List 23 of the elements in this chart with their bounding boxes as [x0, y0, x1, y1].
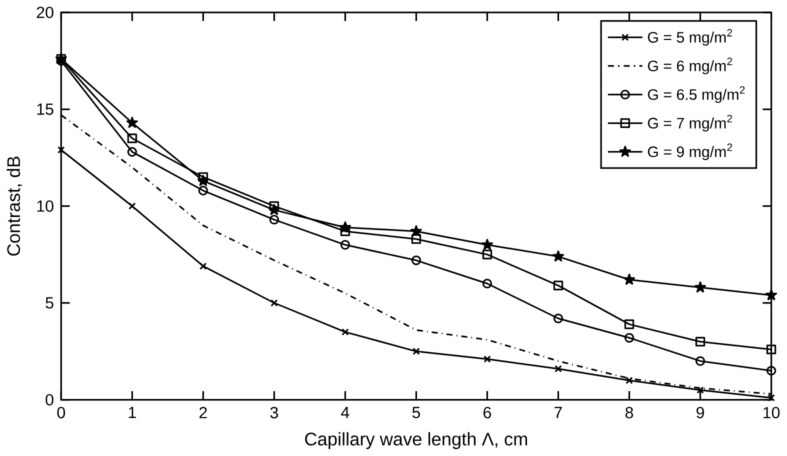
y-axis-title: Contrast, dB: [6, 156, 22, 256]
x-tick-label: 5: [412, 406, 420, 418]
x-tick-label: 8: [625, 406, 634, 418]
y-tick-label: 5: [46, 297, 54, 309]
legend-label: G = 9 mg/m$^{2}$: [648, 144, 732, 160]
x-tick-label: 9: [696, 406, 704, 418]
legend-label: G = 6.5 mg/m$^{2}$: [648, 86, 745, 103]
x-tick-label: 0: [57, 406, 66, 418]
legend-label: G = 7 mg/m$^{2}$: [648, 114, 732, 132]
x-tick-label: 1: [128, 406, 136, 418]
x-axis-title: Capillary wave length Λ, cm: [305, 432, 527, 450]
y-tick-label: 10: [37, 200, 54, 212]
legend-label: G = 6 mg/m$^{2}$: [648, 58, 732, 74]
y-tick-label: 15: [37, 104, 54, 115]
legend-label: G = 5 mg/m$^{2}$: [648, 29, 732, 46]
x-tick-label: 4: [341, 406, 350, 418]
x-tick-label: 10: [764, 406, 780, 418]
x-tick-label: 3: [270, 406, 278, 418]
x-tick-label: 2: [200, 406, 207, 418]
y-tick-label: 20: [36, 6, 54, 18]
y-tick-label: 0: [46, 394, 54, 406]
x-tick-label: 7: [554, 406, 562, 418]
x-tick-label: 6: [484, 406, 492, 418]
